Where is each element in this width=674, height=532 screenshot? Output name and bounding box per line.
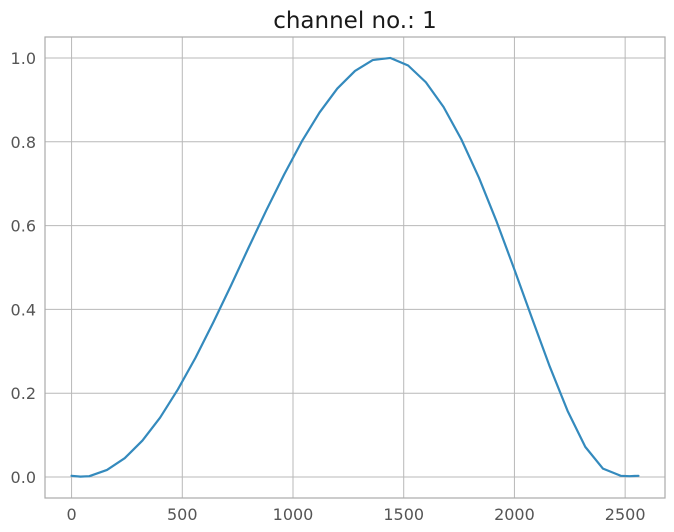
y-tick-label: 0.4 — [11, 300, 36, 319]
x-tick-label: 0 — [66, 505, 76, 524]
y-tick-label: 0.8 — [11, 133, 36, 152]
x-tick-label: 1500 — [383, 505, 424, 524]
grid-lines — [45, 37, 665, 498]
x-tick-label: 2500 — [605, 505, 646, 524]
y-tick-label: 0.2 — [11, 384, 36, 403]
series-layer — [70, 56, 640, 478]
x-tick-label: 1000 — [273, 505, 314, 524]
y-tick-label: 0.6 — [11, 217, 36, 236]
plot-frame — [44, 36, 666, 499]
x-tick-label: 2000 — [494, 505, 535, 524]
y-axis-ticks: 0.0 0.2 0.4 0.6 0.8 1.0 — [11, 49, 36, 487]
y-tick-label: 1.0 — [11, 49, 36, 68]
x-tick-label: 500 — [167, 505, 198, 524]
x-axis-ticks: 0 500 1000 1500 2000 2500 — [66, 505, 645, 524]
chart-title: channel no.: 1 — [273, 8, 437, 34]
series-line — [70, 56, 640, 478]
y-tick-label: 0.0 — [11, 468, 36, 487]
